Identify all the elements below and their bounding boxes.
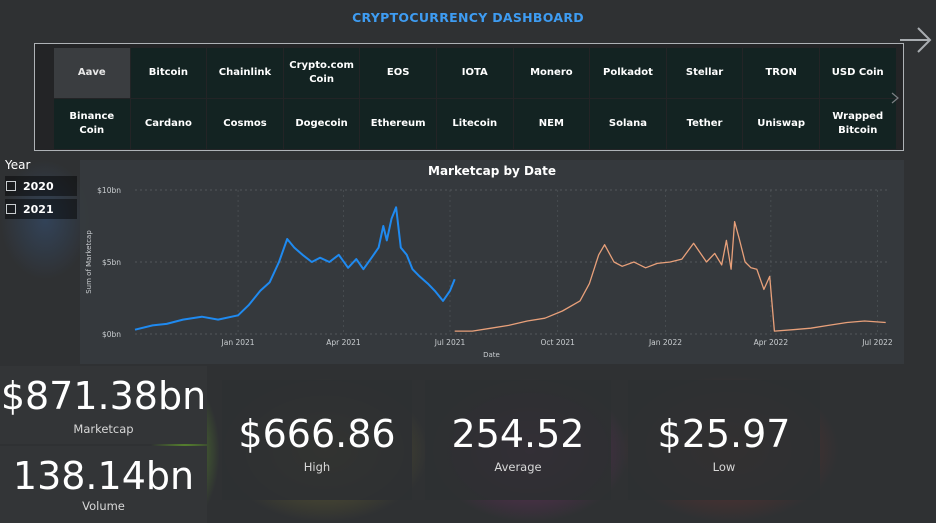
coin-tile-crypto-com-coin[interactable]: Crypto.com Coin: [283, 48, 360, 98]
series-line-2: [454, 221, 886, 332]
low-value: $25.97: [657, 412, 791, 456]
slicer-scroll-right-icon[interactable]: [890, 92, 900, 104]
coin-tile-tron[interactable]: TRON: [743, 48, 819, 98]
coin-tile-usd-coin[interactable]: USD Coin: [819, 48, 896, 98]
year-slicer: Year 2020 2021: [5, 158, 77, 222]
year-option-label: 2021: [23, 202, 54, 216]
coin-tile-bitcoin[interactable]: Bitcoin: [130, 48, 207, 98]
year-option-2020[interactable]: 2020: [5, 176, 77, 196]
x-tick-label: Jul 2021: [434, 338, 466, 347]
x-tick-label: Apr 2021: [326, 338, 361, 347]
coin-tile-aave[interactable]: Aave: [54, 48, 130, 98]
coin-tile-solana[interactable]: Solana: [590, 99, 666, 149]
x-tick-label: Apr 2022: [754, 338, 789, 347]
marketcap-chart: Marketcap by Date $0bn $5bn $10bn Jan 2021 A…: [80, 160, 904, 364]
x-tick-label: Jan 2022: [648, 338, 682, 347]
average-card: 254.52 Average: [425, 380, 611, 500]
average-value: 254.52: [451, 412, 585, 456]
dashboard-title: CRYPTOCURRENCY DASHBOARD: [352, 10, 584, 25]
volume-value: 138.14bn: [12, 454, 195, 498]
low-label: Low: [712, 460, 736, 474]
x-tick-label: Jan 2021: [221, 338, 255, 347]
coin-tile-stellar[interactable]: Stellar: [666, 48, 743, 98]
coin-tile-ethereum[interactable]: Ethereum: [360, 99, 436, 149]
coin-tile-wrapped-bitcoin[interactable]: Wrapped Bitcoin: [819, 99, 896, 149]
coin-tile-binance-coin[interactable]: Binance Coin: [54, 99, 130, 149]
year-option-2021[interactable]: 2021: [5, 199, 77, 219]
coin-tile-iota[interactable]: IOTA: [436, 48, 513, 98]
next-page-arrow-icon[interactable]: [896, 20, 936, 60]
coin-tile-eos[interactable]: EOS: [360, 48, 436, 98]
coin-tile-litecoin[interactable]: Litecoin: [436, 99, 513, 149]
year-slicer-title: Year: [5, 158, 31, 172]
chart-title: Marketcap by Date: [428, 164, 556, 178]
year-option-label: 2020: [23, 179, 54, 193]
coin-tile-cardano[interactable]: Cardano: [130, 99, 207, 149]
average-label: Average: [494, 460, 542, 474]
high-card: $666.86 High: [222, 380, 412, 500]
marketcap-label: Marketcap: [73, 422, 134, 436]
y-tick-label: $0bn: [102, 330, 121, 339]
coin-slicer: Aave Bitcoin Chainlink Crypto.com Coin EOS IO…: [54, 48, 896, 149]
y-axis-title: Sum of Marketcap: [85, 230, 93, 294]
volume-label: Volume: [82, 499, 125, 513]
coin-tile-chainlink[interactable]: Chainlink: [207, 48, 283, 98]
marketcap-line-chart: $0bn $5bn $10bn Jan 2021 Apr 2021 Jul 2021 Oct…: [85, 186, 893, 359]
coin-tile-polkadot[interactable]: Polkadot: [590, 48, 666, 98]
x-tick-label: Oct 2021: [541, 338, 576, 347]
y-tick-label: $5bn: [102, 258, 121, 267]
year-2020-checkbox[interactable]: [6, 181, 16, 191]
marketcap-value: $871.38bn: [0, 374, 207, 418]
high-label: High: [303, 460, 331, 474]
y-tick-label: $10bn: [97, 186, 121, 195]
marketcap-card: $871.38bn Marketcap: [0, 366, 207, 444]
coin-tile-cosmos[interactable]: Cosmos: [207, 99, 283, 149]
x-tick-label: Jul 2022: [861, 338, 893, 347]
coin-tile-uniswap[interactable]: Uniswap: [743, 99, 819, 149]
year-2021-checkbox[interactable]: [6, 204, 16, 214]
series-line-1: [134, 206, 456, 331]
volume-card: 138.14bn Volume: [0, 446, 207, 523]
coin-tile-tether[interactable]: Tether: [666, 99, 743, 149]
coin-tile-dogecoin[interactable]: Dogecoin: [283, 99, 360, 149]
low-card: $25.97 Low: [628, 380, 820, 500]
high-value: $666.86: [238, 412, 396, 456]
x-axis-title: Date: [483, 351, 500, 359]
coin-tile-nem[interactable]: NEM: [513, 99, 590, 149]
coin-tile-monero[interactable]: Monero: [513, 48, 590, 98]
